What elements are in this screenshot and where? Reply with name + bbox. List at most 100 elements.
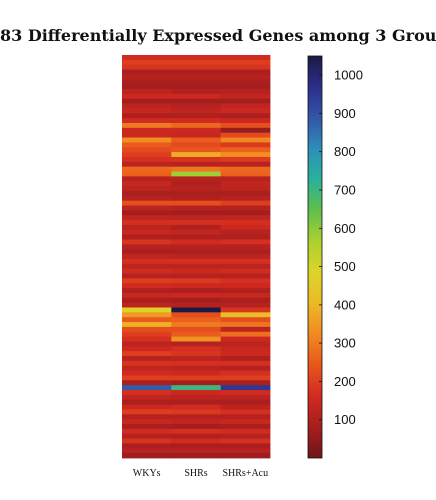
- heatmap-cell: [122, 234, 172, 240]
- heatmap-cell: [122, 64, 172, 70]
- heatmap-cell: [220, 414, 271, 420]
- heatmap-cell: [220, 132, 271, 138]
- heatmap-cell: [220, 98, 271, 104]
- heatmap-cell: [171, 176, 222, 182]
- heatmap-cell: [171, 74, 222, 80]
- heatmap-cell: [122, 156, 172, 163]
- heatmap-cell: [122, 419, 172, 425]
- heatmap-cell: [171, 263, 222, 270]
- heatmap-cell: [122, 113, 172, 119]
- heatmap-cell: [171, 404, 222, 410]
- heatmap-cell: [171, 55, 222, 61]
- heatmap-cell: [122, 220, 172, 226]
- heatmap-cell: [122, 380, 172, 386]
- heatmap-cell: [220, 258, 271, 265]
- heatmap-cell: [122, 215, 172, 221]
- heatmap-cell: [171, 229, 222, 236]
- heatmap-cell: [220, 152, 271, 158]
- heatmap-cell: [220, 356, 271, 362]
- heatmap-cell: [122, 263, 172, 270]
- heatmap-cell: [171, 118, 222, 124]
- heatmap-cell: [220, 88, 271, 95]
- heatmap-cell: [220, 312, 271, 318]
- heatmap-cell: [171, 370, 222, 376]
- heatmap-cell: [220, 360, 271, 367]
- heatmap-cell: [171, 312, 222, 318]
- heatmap-cell: [220, 424, 271, 430]
- heatmap-cell: [122, 142, 172, 148]
- heatmap-cell: [171, 375, 222, 381]
- heatmap-cell: [220, 171, 271, 177]
- heatmap-cell: [220, 307, 271, 313]
- heatmap-cell: [220, 113, 271, 119]
- heatmap-cell: [220, 375, 271, 381]
- heatmap-cell: [220, 351, 271, 357]
- heatmap-cell: [122, 210, 172, 216]
- heatmap-cell: [220, 273, 271, 279]
- heatmap-cell: [171, 195, 222, 202]
- heatmap-cell: [122, 288, 172, 294]
- heatmap-cell: [171, 205, 222, 211]
- heatmap-cell: [171, 181, 222, 187]
- heatmap-grid: [122, 55, 271, 459]
- heatmap-cell: [122, 171, 172, 177]
- colorbar-tick-label: 400: [334, 297, 356, 312]
- heatmap-cell: [171, 414, 222, 420]
- heatmap-cell: [122, 122, 172, 129]
- heatmap-cell: [171, 419, 222, 425]
- heatmap-cell: [171, 307, 222, 313]
- heatmap-cell: [171, 288, 222, 294]
- heatmap-cell: [171, 186, 222, 192]
- heatmap-cell: [220, 161, 271, 168]
- column-label: SHRs: [184, 468, 207, 479]
- heatmap-cell: [171, 317, 222, 323]
- heatmap-cell: [220, 176, 271, 182]
- heatmap-cell: [122, 404, 172, 410]
- heatmap-cell: [171, 166, 222, 172]
- heatmap-cell: [220, 419, 271, 425]
- heatmap-cell: [122, 453, 172, 459]
- heatmap-cell: [171, 156, 222, 163]
- heatmap-cell: [171, 215, 222, 221]
- colorbar-tick-label: 300: [334, 336, 356, 351]
- heatmap-cell: [220, 331, 271, 338]
- heatmap-cell: [171, 336, 222, 342]
- heatmap-cell: [220, 142, 271, 148]
- heatmap-cell: [220, 186, 271, 192]
- heatmap-cell: [220, 103, 271, 109]
- heatmap-cell: [220, 224, 271, 231]
- heatmap-cell: [220, 380, 271, 386]
- heatmap-cell: [220, 346, 271, 352]
- heatmap-cell: [220, 390, 271, 396]
- heatmap-cell: [171, 351, 222, 357]
- heatmap-cell: [122, 132, 172, 138]
- heatmap-cell: [171, 79, 222, 85]
- heatmap-cell: [220, 249, 271, 255]
- heatmap-cell: [122, 137, 172, 143]
- heatmap-cell: [122, 195, 172, 202]
- heatmap-cell: [220, 404, 271, 410]
- column-label: SHRs+Acu: [222, 468, 268, 479]
- heatmap-cell: [122, 292, 172, 299]
- heatmap-cell: [220, 433, 271, 439]
- colorbar: [307, 55, 323, 459]
- heatmap-cell: [171, 409, 222, 415]
- heatmap-cell: [122, 268, 172, 274]
- heatmap-cell: [171, 122, 222, 129]
- colorbar-ticks: 100 200 300 400 500 600 700 800 900 1000: [319, 68, 363, 427]
- heatmap-cell: [220, 215, 271, 221]
- heatmap-cell: [171, 283, 222, 289]
- heatmap-cell: [171, 244, 222, 250]
- chart-title: 83 Differentially Expressed Genes among …: [0, 26, 436, 45]
- heatmap-cell: [171, 302, 222, 308]
- heatmap-cell: [122, 322, 172, 328]
- heatmap-cell: [220, 283, 271, 289]
- heatmap-cell: [220, 448, 271, 454]
- heatmap-cell: [122, 69, 172, 75]
- heatmap-cell: [122, 341, 172, 347]
- heatmap-cell: [220, 370, 271, 376]
- heatmap-cell: [122, 297, 172, 304]
- heatmap-cell: [171, 132, 222, 138]
- heatmap-cell: [220, 288, 271, 294]
